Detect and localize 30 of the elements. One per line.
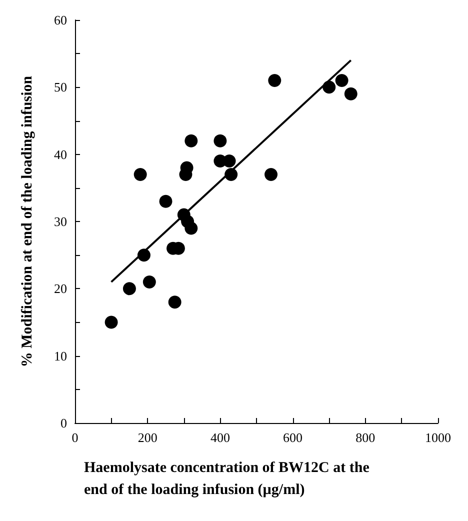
point — [184, 222, 198, 235]
y-tick-label: 30 — [54, 214, 67, 229]
point — [184, 134, 198, 148]
x-tick-label: 800 — [356, 430, 376, 445]
point — [104, 316, 118, 329]
y-tick-label: 50 — [54, 80, 67, 95]
point — [122, 282, 136, 296]
point — [214, 134, 227, 148]
y-axis-title: % Modification at end of the loading infusion — [20, 75, 36, 368]
point — [142, 275, 156, 288]
x-tick-label: 200 — [138, 430, 158, 445]
x-axis-title: Haemolysate concentration of BW12C at the end of the loading infusion (µg/ml) — [84, 460, 374, 498]
point — [222, 154, 236, 168]
x-tick-label: 1000 — [425, 430, 451, 445]
point — [134, 168, 147, 181]
y-tick-label: 60 — [54, 12, 67, 28]
point — [268, 74, 282, 87]
point — [344, 87, 358, 100]
y-tick-label: 10 — [54, 348, 67, 364]
x-tick-label: 400 — [210, 430, 230, 445]
point — [264, 168, 278, 181]
point — [335, 74, 348, 87]
point — [168, 296, 182, 309]
point — [159, 194, 172, 208]
point — [180, 161, 194, 174]
x-tick-label: 0 — [72, 430, 78, 445]
y-tick-label: 40 — [54, 146, 67, 162]
y-tick-label: 0 — [60, 416, 67, 430]
x-tick-label: 600 — [283, 430, 303, 445]
y-tick-label: 20 — [54, 281, 67, 296]
